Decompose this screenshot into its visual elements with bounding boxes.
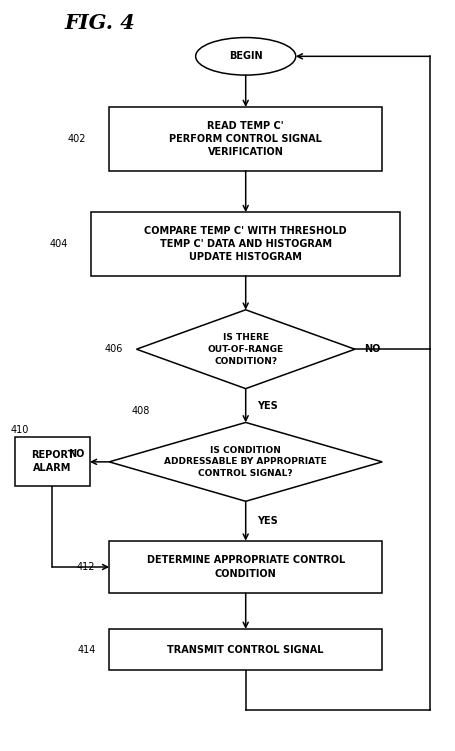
Text: NO: NO	[364, 344, 380, 354]
Text: IS THERE
OUT-OF-RANGE
CONDITION?: IS THERE OUT-OF-RANGE CONDITION?	[207, 333, 284, 366]
Text: YES: YES	[257, 516, 278, 526]
Text: 410: 410	[10, 425, 29, 435]
Text: FIG. 4: FIG. 4	[65, 13, 136, 32]
Bar	[91, 212, 400, 276]
Text: REPORT
ALARM: REPORT ALARM	[30, 451, 74, 473]
Text: BEGIN: BEGIN	[229, 51, 263, 62]
Text: 402: 402	[68, 134, 86, 144]
Text: COMPARE TEMP C' WITH THRESHOLD
TEMP C' DATA AND HISTOGRAM
UPDATE HISTOGRAM: COMPARE TEMP C' WITH THRESHOLD TEMP C' D…	[144, 226, 347, 262]
Text: TRANSMIT CONTROL SIGNAL: TRANSMIT CONTROL SIGNAL	[167, 644, 324, 655]
Text: 406: 406	[105, 344, 123, 354]
Text: IS CONDITION
ADDRESSABLE BY APPROPRIATE
CONTROL SIGNAL?: IS CONDITION ADDRESSABLE BY APPROPRIATE …	[164, 445, 327, 478]
Text: 414: 414	[77, 644, 96, 655]
Bar	[109, 107, 382, 171]
Text: 404: 404	[50, 239, 68, 249]
Text: READ TEMP C'
PERFORM CONTROL SIGNAL
VERIFICATION: READ TEMP C' PERFORM CONTROL SIGNAL VERI…	[169, 121, 322, 157]
Bar	[109, 629, 382, 670]
Text: 408: 408	[132, 406, 150, 416]
Text: 412: 412	[77, 562, 96, 572]
Text: NO: NO	[68, 449, 85, 460]
Bar	[109, 541, 382, 593]
Text: DETERMINE APPROPRIATE CONTROL
CONDITION: DETERMINE APPROPRIATE CONTROL CONDITION	[147, 556, 345, 578]
Polygon shape	[109, 422, 382, 502]
Polygon shape	[136, 309, 355, 389]
Ellipse shape	[196, 38, 296, 75]
Bar	[15, 437, 90, 487]
Text: YES: YES	[257, 400, 278, 411]
